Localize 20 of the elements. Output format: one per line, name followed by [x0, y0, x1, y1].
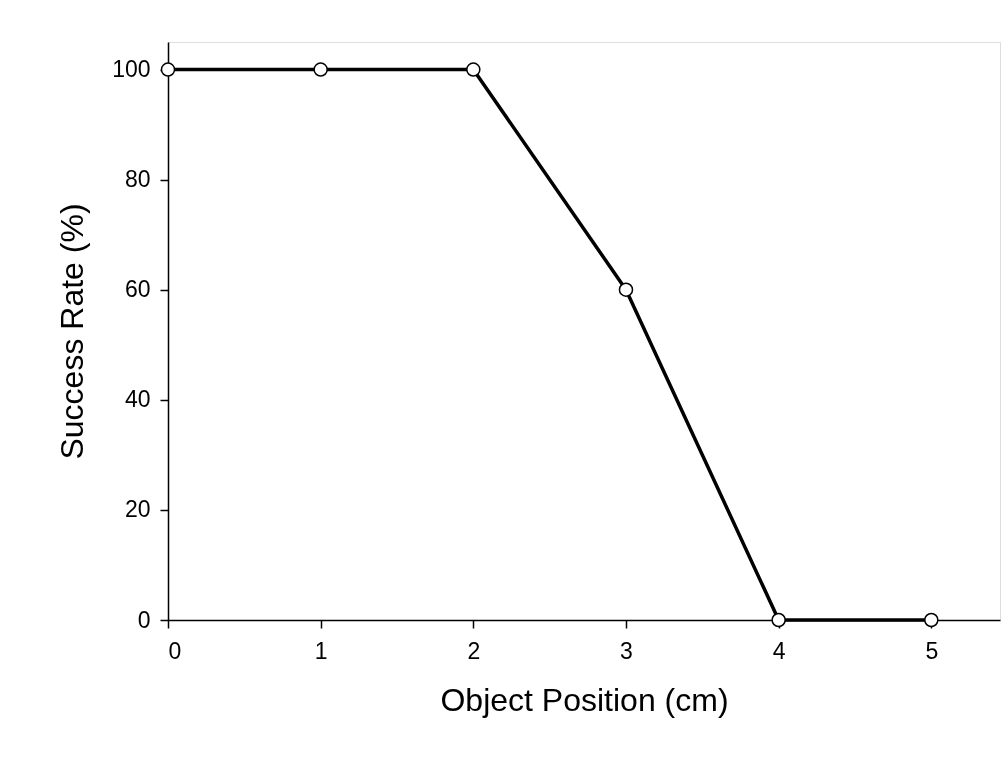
x-tick-label: 1: [314, 637, 328, 664]
y-tick-label: 0: [137, 606, 151, 633]
x-tick-label: 2: [467, 637, 481, 664]
x-tick-label: 4: [772, 637, 786, 664]
point: [160, 62, 176, 77]
y-axis-title: Success Rate (%): [54, 203, 91, 460]
x-tick-label: 3: [620, 637, 633, 664]
y-tick-label: 100: [112, 56, 151, 83]
point: [313, 62, 328, 77]
point: [924, 612, 939, 628]
y-tick-label: 80: [124, 166, 151, 193]
y-tick-label: 60: [124, 276, 151, 303]
point: [466, 62, 481, 77]
point: [618, 282, 634, 297]
point: [771, 612, 786, 628]
y-tick-label: 40: [124, 386, 151, 413]
x-axis-title: Object Position (cm): [440, 681, 729, 718]
x-tick-label: 5: [925, 637, 939, 664]
x-tick-label: 0: [168, 637, 182, 664]
y-tick-label: 20: [124, 496, 151, 523]
